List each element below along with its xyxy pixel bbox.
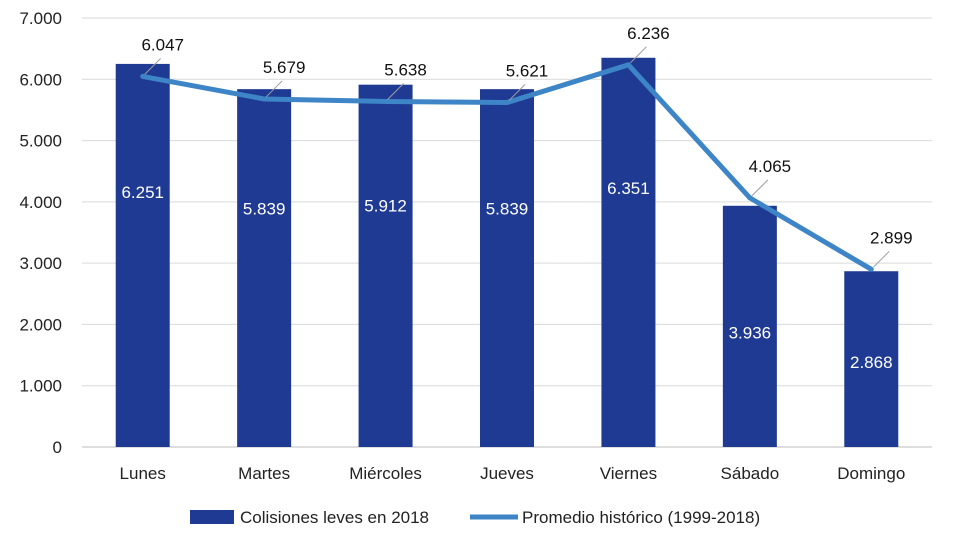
- line-point: [261, 96, 267, 102]
- x-tick-label: Lunes: [120, 464, 166, 483]
- x-tick-label: Viernes: [600, 464, 657, 483]
- bar: [480, 89, 534, 448]
- y-tick-label: 5.000: [19, 132, 62, 151]
- line-data-label: 5.621: [506, 62, 549, 81]
- line-point: [504, 100, 510, 106]
- bar: [115, 63, 170, 447]
- leader-line: [630, 46, 647, 64]
- x-tick-label: Martes: [238, 464, 290, 483]
- line-point: [383, 98, 389, 104]
- y-tick-label: 6.000: [19, 70, 62, 89]
- line-data-label: 2.899: [870, 228, 913, 247]
- y-tick-label: 7.000: [19, 9, 62, 28]
- line-data-label: 4.065: [749, 157, 792, 176]
- x-tick-label: Miércoles: [349, 464, 422, 483]
- bar: [722, 205, 777, 447]
- y-axis: 0 1.000 2.000 3.000 4.000 5.000 6.000 7.000: [19, 9, 62, 457]
- leader-line: [508, 84, 526, 101]
- legend: Colisiones leves en 2018 Promedio histór…: [190, 508, 760, 527]
- bar-data-label: 3.936: [729, 323, 772, 342]
- y-tick-label: 2.000: [19, 315, 62, 334]
- leader-line: [265, 80, 283, 98]
- bar: [844, 271, 899, 447]
- line-data-label: 6.236: [627, 24, 670, 43]
- x-tick-label: Jueves: [480, 464, 534, 483]
- line-data-label: 5.679: [263, 58, 306, 77]
- legend-label-line: Promedio histórico (1999-2018): [522, 508, 760, 527]
- bar-data-label: 6.251: [121, 183, 164, 202]
- line-data-label: 5.638: [384, 60, 427, 79]
- bar-series: 6.251 5.839 5.912 5.839 6.351 3.936 2.868: [115, 57, 899, 448]
- y-tick-label: 0: [53, 438, 62, 457]
- leader-line: [872, 250, 890, 268]
- x-tick-label: Sábado: [721, 464, 780, 483]
- line-point: [747, 195, 753, 201]
- y-tick-label: 4.000: [19, 193, 62, 212]
- leader-line: [751, 179, 769, 197]
- leader-line: [387, 83, 404, 100]
- x-tick-label: Domingo: [837, 464, 905, 483]
- bar-data-label: 2.868: [850, 353, 893, 372]
- line-point: [868, 266, 874, 272]
- line-point: [625, 62, 631, 68]
- legend-label-bar: Colisiones leves en 2018: [240, 508, 429, 527]
- bar-data-label: 6.351: [607, 179, 650, 198]
- bar-data-label: 5.839: [243, 199, 286, 218]
- bar: [601, 57, 656, 448]
- line-point: [140, 73, 146, 79]
- leader-line: [144, 58, 162, 75]
- x-axis: Lunes Martes Miércoles Jueves Viernes Sábado D…: [120, 464, 906, 483]
- line-series: 6.047 5.679 5.638 5.621 6.236 4.065 2.899: [140, 24, 913, 272]
- y-tick-label: 1.000: [19, 377, 62, 396]
- bar-data-label: 5.839: [486, 199, 529, 218]
- bar: [237, 89, 292, 448]
- bar-data-label: 5.912: [364, 196, 407, 215]
- line-data-label: 6.047: [141, 35, 184, 54]
- bar: [358, 84, 413, 447]
- legend-swatch-bar: [190, 510, 234, 524]
- y-tick-label: 3.000: [19, 254, 62, 273]
